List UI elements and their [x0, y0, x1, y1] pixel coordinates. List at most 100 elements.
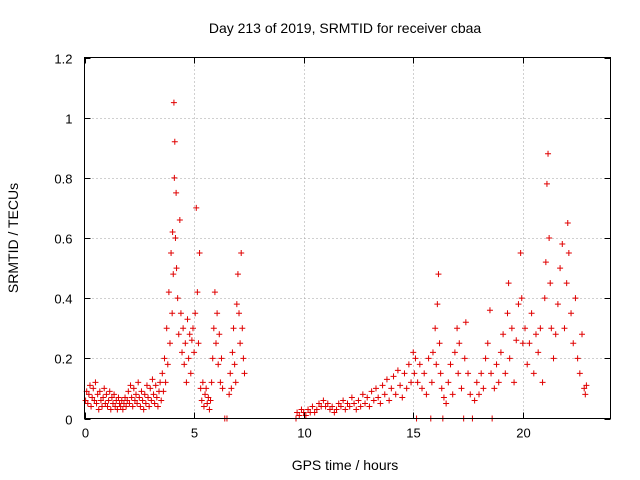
- data-point: [294, 409, 301, 416]
- data-point: [145, 394, 152, 401]
- data-point: [515, 301, 522, 308]
- data-point: [419, 385, 426, 392]
- data-point: [372, 385, 379, 392]
- data-point: [473, 379, 480, 386]
- data-point: [149, 376, 156, 383]
- data-point: [425, 355, 432, 362]
- data-point: [335, 400, 342, 407]
- data-point: [366, 403, 373, 410]
- data-point: [92, 379, 99, 386]
- data-point: [181, 361, 188, 368]
- data-point: [175, 331, 182, 338]
- data-point: [408, 379, 415, 386]
- data-point: [537, 325, 544, 332]
- data-point: [340, 397, 347, 404]
- data-point: [300, 409, 307, 416]
- data-point: [484, 340, 491, 347]
- data-point: [146, 403, 153, 410]
- data-point: [187, 370, 194, 377]
- data-point: [447, 361, 454, 368]
- data-point: [171, 138, 178, 145]
- data-point: [311, 409, 318, 416]
- data-point: [182, 340, 189, 347]
- data-point: [97, 397, 104, 404]
- data-point: [105, 397, 112, 404]
- data-point: [298, 406, 305, 413]
- data-point: [128, 394, 135, 401]
- data-point: [228, 385, 235, 392]
- y-tick-label: 0: [65, 413, 72, 428]
- data-point: [192, 310, 199, 317]
- data-point: [462, 319, 469, 326]
- data-point: [94, 391, 101, 398]
- data-point: [236, 310, 243, 317]
- data-point: [150, 391, 157, 398]
- data-point: [127, 382, 134, 389]
- data-point: [195, 340, 202, 347]
- data-point: [140, 406, 147, 413]
- data-point: [143, 382, 150, 389]
- data-point: [205, 394, 212, 401]
- data-point: [218, 355, 225, 362]
- data-point: [153, 394, 160, 401]
- data-point: [351, 400, 358, 407]
- y-tick-label: 1: [65, 112, 72, 127]
- data-point: [486, 307, 493, 314]
- data-point: [377, 400, 384, 407]
- data-point: [84, 400, 91, 407]
- data-point: [125, 388, 132, 395]
- data-point: [161, 355, 168, 362]
- data-point: [331, 409, 338, 416]
- data-point: [177, 310, 184, 317]
- data-point: [476, 391, 482, 398]
- data-point: [157, 379, 164, 386]
- data-point: [379, 382, 386, 389]
- data-point: [134, 400, 141, 407]
- data-point: [180, 325, 187, 332]
- data-point: [320, 397, 327, 404]
- data-point: [216, 331, 223, 338]
- data-point: [436, 340, 443, 347]
- data-point: [505, 280, 512, 287]
- data-point: [524, 361, 531, 368]
- x-tick-labels: 0 5 10 15 20: [82, 426, 531, 441]
- data-point: [440, 394, 447, 401]
- data-point: [147, 385, 154, 392]
- data-point: [568, 310, 575, 317]
- data-point: [209, 355, 216, 362]
- data-point: [166, 340, 173, 347]
- data-point: [227, 370, 234, 377]
- data-point: [435, 271, 442, 278]
- data-point: [168, 250, 175, 257]
- data-point: [203, 385, 210, 392]
- data-point: [554, 301, 561, 308]
- data-point: [504, 310, 511, 317]
- data-point: [563, 280, 570, 287]
- x-tick-label: 20: [516, 426, 530, 441]
- data-point: [456, 340, 463, 347]
- data-point: [193, 204, 200, 211]
- data-point: [574, 355, 581, 362]
- data-point: [215, 361, 222, 368]
- data-point: [109, 400, 116, 407]
- data-point: [169, 310, 176, 317]
- data-point: [210, 325, 217, 332]
- data-point: [370, 397, 377, 404]
- data-point: [557, 265, 564, 272]
- data-point: [172, 235, 179, 241]
- data-point: [179, 349, 186, 356]
- data-point: [364, 394, 371, 401]
- data-point: [102, 400, 109, 407]
- data-point: [423, 391, 430, 398]
- data-point: [390, 373, 397, 380]
- data-point: [313, 406, 320, 413]
- data-point: [208, 379, 215, 386]
- data-point: [454, 325, 461, 332]
- data-point: [386, 397, 393, 404]
- data-point: [158, 397, 165, 404]
- data-point: [471, 397, 478, 404]
- data-point: [535, 349, 542, 356]
- data-point: [564, 219, 571, 226]
- data-point: [141, 391, 148, 398]
